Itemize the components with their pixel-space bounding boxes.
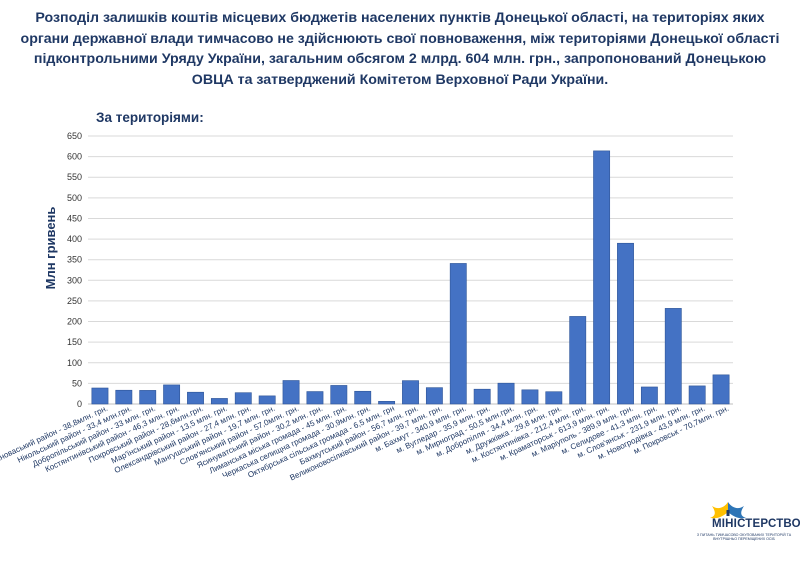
bar: [593, 150, 611, 405]
y-tick-label: 400: [67, 234, 82, 244]
bar: [569, 316, 587, 405]
bar: [187, 391, 204, 405]
bar: [688, 385, 706, 405]
bar: [402, 380, 419, 405]
y-tick-label: 550: [67, 172, 82, 182]
gridlines: [88, 135, 733, 405]
y-tick-label: 300: [67, 275, 82, 285]
bar: [497, 382, 515, 405]
y-tick-label: 100: [67, 358, 82, 368]
bar: [139, 390, 157, 405]
bar: [210, 398, 228, 405]
bar: [617, 242, 634, 405]
y-tick-label: 650: [67, 131, 82, 141]
y-tick-label: 600: [67, 152, 82, 162]
y-tick-label: 150: [67, 337, 82, 347]
page-title: Розподіл залишків коштів місцевих бюджет…: [20, 10, 780, 88]
chart-subtitle: За територіями:: [96, 110, 204, 125]
bar: [664, 308, 682, 405]
y-tick-label: 450: [67, 213, 82, 223]
y-axis-ticks: 0 50 100 150 200 250 300 350 400 450 500 550 600 650: [67, 131, 82, 409]
x-axis-labels: Волноваський район - 38,8млн. грн.Ніколь…: [0, 404, 730, 483]
bar: [473, 388, 491, 405]
bar: [354, 390, 372, 405]
bar: [640, 386, 658, 405]
y-tick-label: 250: [67, 296, 82, 306]
bar: [378, 401, 396, 405]
bar: [425, 387, 443, 405]
bar: [163, 384, 181, 405]
y-tick-label: 200: [67, 317, 82, 327]
ministry-logo: [692, 498, 790, 554]
bar: [282, 380, 300, 405]
y-tick-label: 350: [67, 255, 82, 265]
bar: [91, 387, 109, 405]
bar: [449, 263, 467, 405]
bar: [521, 389, 539, 405]
y-tick-label: 0: [77, 399, 82, 409]
bars: [91, 150, 730, 405]
bar: [330, 385, 348, 405]
y-tick-label: 500: [67, 193, 82, 203]
y-tick-label: 50: [72, 378, 82, 388]
ministry-subtitle: З ПИТАНЬ ТИМЧАСОВО ОКУПОВАНИХ ТЕРИТОРІЙ …: [696, 533, 792, 542]
bar: [545, 391, 563, 405]
bar: [712, 374, 730, 405]
ministry-emblem-icon: [710, 502, 746, 519]
bar: [115, 389, 133, 405]
bar: [306, 391, 324, 405]
bar: [234, 392, 252, 405]
y-axis-label: Млн гривень: [43, 207, 58, 290]
ministry-name: МІНІСТЕРСТВО: [712, 518, 800, 530]
bar: [258, 395, 276, 405]
